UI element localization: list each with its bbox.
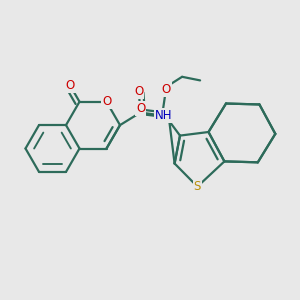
Text: O: O [102, 95, 111, 108]
Text: O: O [134, 85, 143, 98]
Text: NH: NH [155, 109, 172, 122]
Text: O: O [66, 79, 75, 92]
Text: O: O [136, 102, 145, 115]
Text: S: S [194, 180, 201, 193]
Text: O: O [162, 83, 171, 96]
